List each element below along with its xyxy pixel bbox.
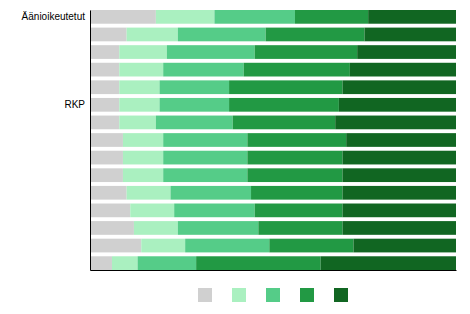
bar-segment (156, 116, 233, 130)
x-axis-line (91, 270, 457, 271)
bar-segment (357, 45, 456, 59)
legend-swatch (266, 288, 280, 302)
bar-segment (255, 45, 357, 59)
y-tick-label: Äänioikeutetut (22, 11, 86, 22)
bar-segment (343, 168, 456, 182)
bar-segment (119, 98, 159, 112)
bar-segment (160, 80, 230, 94)
bar-segment (229, 80, 342, 94)
bar-segment (258, 221, 342, 235)
y-tick: RKP (64, 99, 85, 110)
bar-segment (123, 168, 163, 182)
bar-segment (160, 98, 230, 112)
bar-segment (251, 186, 342, 200)
bar-segment (174, 204, 255, 218)
bar-segment (163, 133, 247, 147)
bar-segment (119, 80, 159, 94)
bar-segment (119, 116, 156, 130)
bar-segment (196, 256, 320, 270)
bar-segment (163, 63, 244, 77)
bar-segment (343, 80, 456, 94)
bar-segment (343, 151, 456, 165)
bar-segment (90, 256, 112, 270)
y-axis: Äänioikeutetut RKP (22, 11, 91, 271)
bar-segment (123, 133, 163, 147)
bar-segment (247, 168, 342, 182)
bar-segment (346, 133, 456, 147)
bar-segment (350, 63, 456, 77)
bar-segment (90, 10, 156, 24)
y-tick-label: RKP (64, 99, 85, 110)
chart: Äänioikeutetut RKP (0, 0, 470, 314)
bar-segment (90, 45, 119, 59)
bar-segment (119, 63, 163, 77)
bar-segment (295, 10, 368, 24)
legend-swatch (300, 288, 314, 302)
bar-segment (343, 221, 456, 235)
bar-segment (244, 63, 350, 77)
bar-segment (127, 28, 178, 42)
bar-segment (343, 186, 456, 200)
bar-segment (90, 98, 119, 112)
bar-segment (321, 256, 456, 270)
bar-segment (354, 239, 456, 253)
legend-swatch (334, 288, 348, 302)
bar-segment (112, 256, 138, 270)
bar-segment (90, 133, 123, 147)
bar-segment (141, 239, 185, 253)
bar-segment (229, 98, 339, 112)
bar-segment (130, 204, 174, 218)
bar-segment (339, 98, 456, 112)
bar-segment (365, 28, 457, 42)
bar-segment (343, 204, 456, 218)
bar-segment (90, 168, 123, 182)
legend-swatch (198, 288, 212, 302)
bar-segment (90, 80, 119, 94)
series (196, 10, 368, 270)
bar-segment (90, 221, 134, 235)
x-axis (91, 270, 457, 271)
bar-segment (127, 186, 171, 200)
bar-segment (247, 133, 346, 147)
bar-segment (178, 28, 266, 42)
bar-segment (90, 186, 127, 200)
bar-segment (90, 239, 141, 253)
bar-segment (90, 151, 123, 165)
bar-segment (134, 221, 178, 235)
bar-segment (90, 204, 130, 218)
bar-segment (171, 186, 252, 200)
legend (198, 288, 348, 302)
bar-segment (255, 204, 343, 218)
y-tick: Äänioikeutetut (22, 11, 86, 22)
legend-swatch (232, 288, 246, 302)
series (321, 10, 456, 270)
bar-segment (368, 10, 456, 24)
bar-segment (269, 239, 353, 253)
bar-segment (233, 116, 335, 130)
bar-segment (123, 151, 163, 165)
bar-segment (247, 151, 342, 165)
plot-area (90, 10, 456, 270)
bar-segment (167, 45, 255, 59)
bar-segment (90, 116, 119, 130)
bar-segment (90, 28, 127, 42)
bar-segment (163, 168, 247, 182)
y-axis-line (90, 11, 91, 271)
bar-segment (163, 151, 247, 165)
bar-segment (185, 239, 269, 253)
bar-segment (178, 221, 259, 235)
bar-segment (90, 63, 119, 77)
bar-segment (266, 28, 365, 42)
bar-segment (335, 116, 456, 130)
bar-segment (119, 45, 167, 59)
bar-segment (138, 256, 197, 270)
bar-segment (156, 10, 215, 24)
bar-segment (214, 10, 295, 24)
